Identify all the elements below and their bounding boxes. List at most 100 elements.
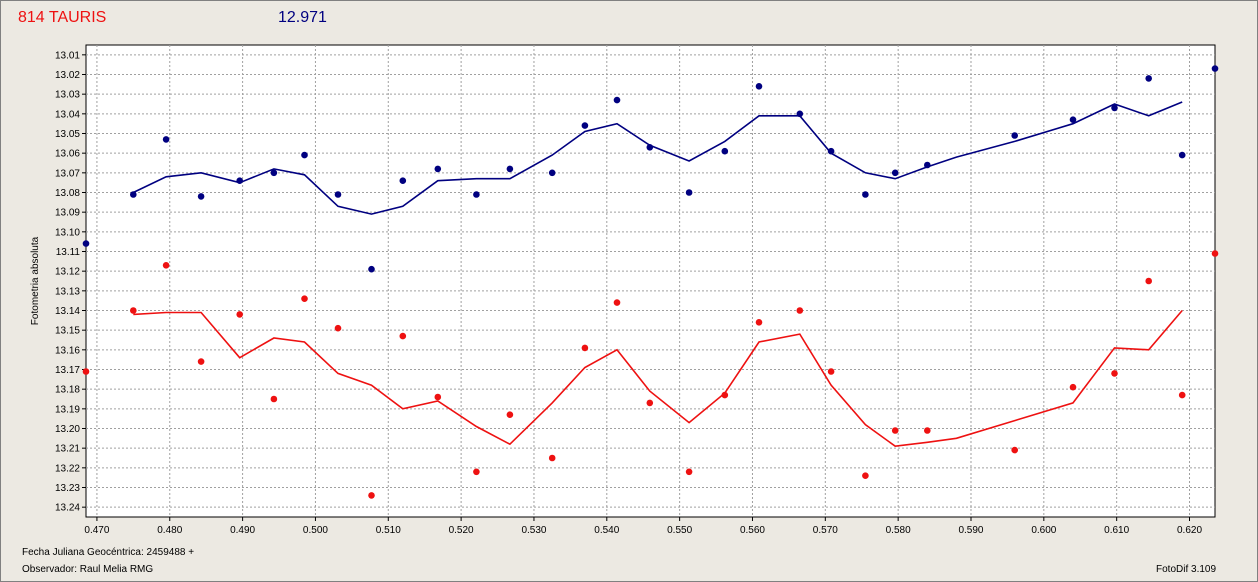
series-2-point — [270, 395, 278, 403]
series-1-line — [132, 101, 1183, 215]
x-tick-label: 0.620 — [1177, 525, 1202, 536]
series-2-point — [862, 472, 869, 480]
y-tick-label: 13.22 — [55, 463, 80, 474]
x-tick-label: 0.570 — [813, 525, 838, 536]
y-tick-label: 13.13 — [55, 286, 80, 297]
magnitude-value: 12.971 — [278, 9, 327, 26]
y-tick-label: 13.07 — [55, 168, 80, 179]
series-1-point — [1069, 116, 1077, 123]
series-2-point — [162, 262, 170, 269]
y-tick-label: 13.14 — [55, 306, 80, 317]
y-tick-label: 13.15 — [55, 326, 80, 337]
series-1-point — [755, 83, 763, 90]
y-tick-label: 13.23 — [55, 483, 80, 494]
series-1-point — [891, 169, 899, 177]
y-tick-label: 13.01 — [55, 50, 80, 61]
series-2-point — [721, 391, 729, 399]
x-tick-label: 0.540 — [594, 525, 619, 536]
series-2-point — [827, 368, 835, 375]
x-tick-label: 0.610 — [1104, 525, 1129, 536]
series-2-line — [133, 309, 1183, 448]
series-1-point — [236, 177, 243, 184]
y-tick-label: 13.12 — [55, 267, 80, 278]
x-tick-label: 0.600 — [1031, 525, 1056, 536]
x-tick-label: 0.530 — [521, 525, 546, 536]
series-2-point — [891, 427, 899, 434]
series-1-point — [581, 122, 589, 129]
julian-date-label: Fecha Juliana Geocéntrica: 2459488 + — [22, 547, 195, 558]
series-2-point — [646, 399, 654, 407]
series-2-point — [1069, 383, 1077, 391]
y-tick-label: 13.17 — [55, 365, 80, 376]
series-1-point — [1145, 75, 1152, 82]
x-tick-label: 0.520 — [449, 525, 474, 536]
series-2-point — [236, 311, 243, 318]
star-name: 814 TAURIS — [18, 9, 107, 26]
y-tick-label: 13.21 — [55, 444, 80, 455]
series-1-point — [924, 161, 931, 169]
y-tick-label: 13.24 — [55, 503, 80, 514]
series-1-point — [334, 191, 342, 198]
x-tick-label: 0.470 — [84, 525, 109, 536]
series-1-point — [796, 110, 804, 118]
series-1-point — [1111, 104, 1118, 112]
x-tick-label: 0.550 — [667, 525, 692, 536]
y-tick-label: 13.16 — [55, 345, 80, 356]
series-1-point — [301, 151, 308, 159]
series-1-point — [270, 169, 278, 177]
software-version: FotoDif 3.109 — [1156, 564, 1217, 575]
series-2-point — [434, 393, 442, 401]
y-tick-label: 13.04 — [55, 109, 80, 120]
series-1-point — [130, 191, 137, 198]
series-2-point — [1145, 277, 1152, 285]
x-tick-label: 0.500 — [303, 525, 328, 536]
series-2-point — [924, 427, 931, 434]
series-1-point — [506, 165, 514, 173]
series-2-point — [1111, 370, 1118, 377]
y-tick-label: 13.20 — [55, 424, 80, 435]
series-1-point — [721, 147, 729, 155]
y-tick-label: 13.19 — [55, 404, 80, 415]
series-1-point — [1011, 132, 1018, 139]
y-tick-label: 13.18 — [55, 385, 80, 396]
series-2-point — [1211, 250, 1219, 257]
series-1-point — [162, 136, 170, 143]
series-1-point — [197, 193, 205, 200]
series-2-point — [613, 299, 621, 306]
y-tick-label: 13.05 — [55, 129, 80, 140]
series-1-point — [1211, 65, 1219, 72]
series-2-point — [1011, 446, 1018, 454]
x-tick-label: 0.490 — [230, 525, 255, 536]
plot-area — [85, 44, 1216, 518]
series-2-point — [581, 344, 589, 352]
y-tick-label: 13.11 — [56, 247, 81, 258]
series-2-point — [399, 332, 407, 340]
series-1-point — [548, 169, 556, 177]
series-2-point — [82, 368, 90, 375]
series-1-point — [862, 191, 869, 198]
x-tick-label: 0.560 — [740, 525, 765, 536]
series-1-point — [827, 147, 835, 155]
y-tick-label: 13.09 — [55, 208, 80, 219]
y-tick-label: 13.08 — [55, 188, 80, 199]
series-2-point — [473, 468, 480, 476]
series-1-point — [434, 165, 442, 173]
y-tick-label: 13.02 — [55, 70, 80, 81]
series-1-point — [685, 189, 693, 196]
series-1-point — [646, 144, 654, 151]
y-axis-label: Fotometria absoluta — [30, 236, 41, 325]
series-2-point — [301, 295, 308, 303]
series-2-point — [368, 492, 375, 499]
series-2-point — [506, 411, 514, 419]
series-2-point — [197, 358, 205, 365]
series-2-point — [334, 324, 342, 332]
series-2-point — [548, 454, 556, 462]
series-1-point — [473, 191, 480, 198]
x-tick-label: 0.580 — [886, 525, 911, 536]
series-1-point — [82, 240, 90, 247]
series-2-point — [1178, 391, 1186, 399]
y-tick-label: 13.10 — [55, 227, 80, 238]
observer-label: Observador: Raul Melia RMG — [22, 564, 154, 575]
y-tick-label: 13.03 — [55, 90, 80, 101]
